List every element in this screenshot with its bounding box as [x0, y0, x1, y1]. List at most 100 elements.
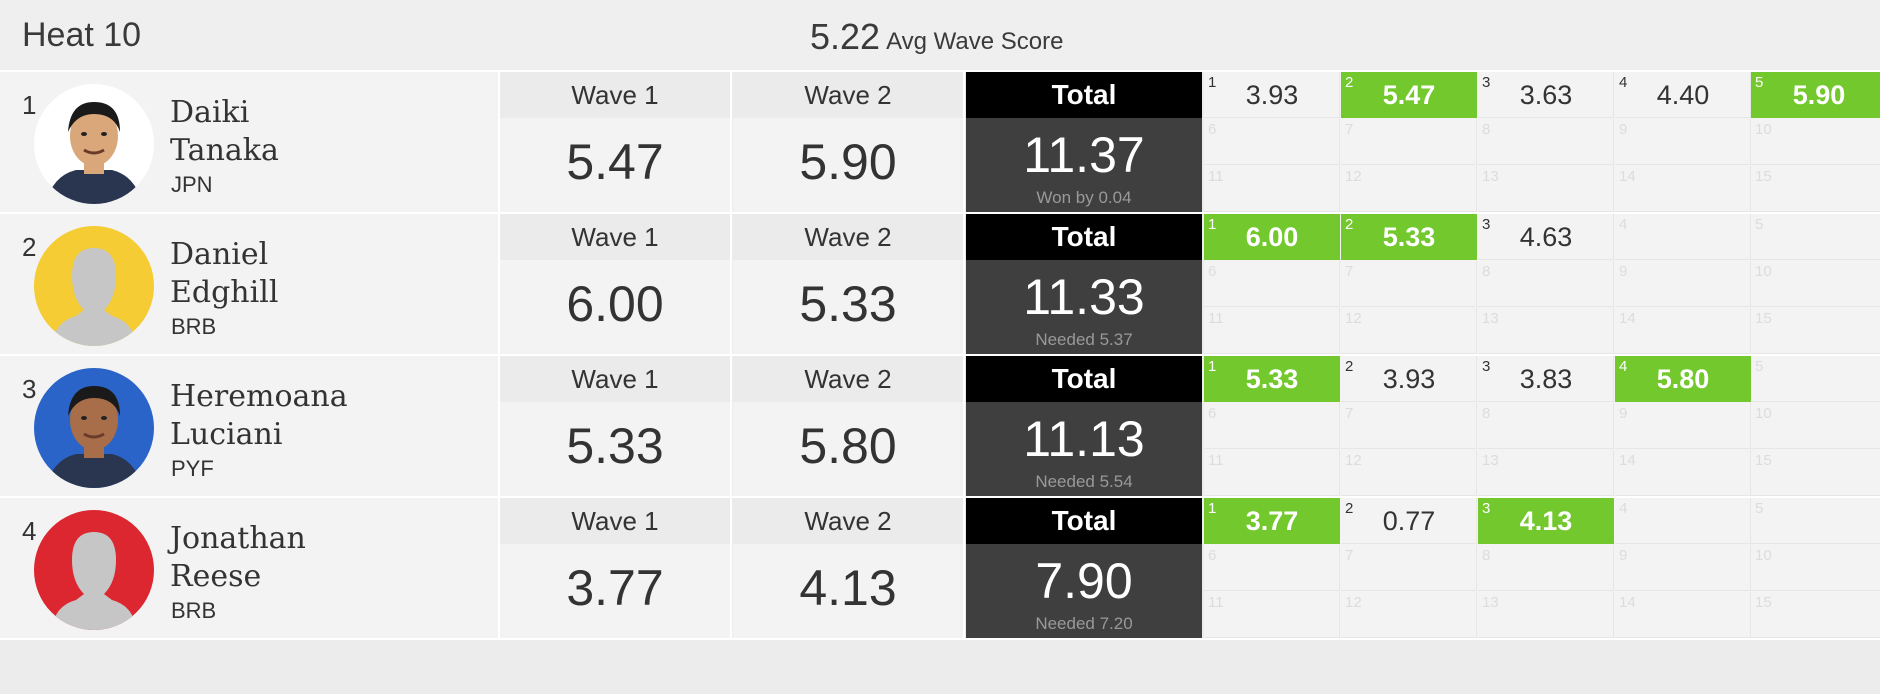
athlete-info: 3 Heremoana Luciani PYF	[0, 356, 500, 496]
wave-number: 14	[1619, 168, 1636, 185]
wave-cell: 9	[1615, 119, 1751, 165]
wave-2-header: Wave 2	[733, 498, 963, 544]
wave-number: 3	[1482, 500, 1491, 517]
wave-cell[interactable]: 2 0.77	[1341, 498, 1477, 544]
wave-cell[interactable]: 3 3.83	[1478, 356, 1614, 402]
wave-number: 3	[1482, 74, 1491, 91]
wave-cell[interactable]: 4 4.40	[1615, 72, 1751, 118]
wave-number: 2	[1345, 216, 1354, 233]
athlete-name[interactable]: Daniel Edghill	[170, 236, 278, 312]
wave-1-score: 5.47	[566, 134, 664, 190]
athlete-avatar	[34, 510, 154, 630]
wave-1-score: 3.77	[566, 560, 664, 616]
total-score: 7.90	[1035, 553, 1133, 609]
wave-1-header: Wave 1	[500, 214, 730, 260]
wave-cell[interactable]: 2 5.33	[1341, 214, 1477, 260]
wave-1-header: Wave 1	[500, 356, 730, 402]
wave-cell[interactable]: 1 3.93	[1204, 72, 1340, 118]
wave-cell[interactable]: 3 3.63	[1478, 72, 1614, 118]
athlete-name[interactable]: Heremoana Luciani	[170, 378, 348, 454]
athlete-first-name: Daiki	[170, 95, 250, 130]
heat-title: Heat 10	[22, 16, 142, 54]
wave-cell: 4	[1615, 498, 1751, 544]
wave-cell: 15	[1751, 450, 1880, 496]
athlete-country: JPN	[171, 172, 213, 197]
total-column: Total 11.37 Won by 0.04	[966, 72, 1202, 212]
athlete-country: BRB	[171, 314, 217, 339]
wave-2-score: 4.13	[799, 560, 897, 616]
wave-cell: 8	[1478, 545, 1614, 591]
total-header: Total	[966, 356, 1202, 402]
wave-cell[interactable]: 4 5.80	[1615, 356, 1751, 402]
athlete-name[interactable]: Daiki Tanaka	[170, 94, 279, 170]
wave-grid: 1 5.33 2 3.93 3 3.83 4 5.80 5 6 7 8 9 10 11 12 13 14 15	[1204, 356, 1880, 496]
total-column: Total 7.90 Needed 7.20	[966, 498, 1202, 638]
wave-1-score: 6.00	[566, 276, 664, 332]
wave-number: 1	[1208, 74, 1217, 91]
wave-number: 14	[1619, 594, 1636, 611]
wave-score: 4.13	[1519, 506, 1573, 536]
athlete-place: 4	[22, 516, 37, 546]
wave-cell[interactable]: 1 6.00	[1204, 214, 1340, 260]
wave-number: 10	[1755, 121, 1772, 138]
total-note: Won by 0.04	[1036, 188, 1132, 207]
wave-cell: 7	[1341, 545, 1477, 591]
wave-number: 11	[1208, 168, 1224, 185]
wave-number: 2	[1345, 358, 1354, 375]
wave-number: 2	[1345, 74, 1354, 91]
wave-cell: 5	[1751, 214, 1880, 260]
athlete-row-1[interactable]: 1 Daiki Tanaka JPN Wave 1 5.47 Wave 2 5.…	[0, 72, 1880, 214]
best-wave-2: Wave 2 4.13	[733, 498, 965, 638]
wave-cell[interactable]: 3 4.63	[1478, 214, 1614, 260]
best-wave-2: Wave 2 5.90	[733, 72, 965, 212]
wave-number: 14	[1619, 310, 1636, 327]
wave-number: 5	[1755, 74, 1764, 91]
total-header: Total	[966, 214, 1202, 260]
athlete-row-2[interactable]: 2 Daniel Edghill BRB Wave 1 6.00 Wave 2 …	[0, 214, 1880, 356]
wave-number: 13	[1482, 168, 1499, 185]
wave-score: 5.90	[1792, 80, 1846, 110]
athlete-info: 1 Daiki Tanaka JPN	[0, 72, 500, 212]
wave-cell: 10	[1751, 403, 1880, 449]
athlete-row-3[interactable]: 3 Heremoana Luciani PYF Wave 1 5.33 Wave…	[0, 356, 1880, 498]
wave-number: 1	[1208, 216, 1217, 233]
athlete-row-4[interactable]: 4 Jonathan Reese BRB Wave 1 3.77 Wave 2 …	[0, 498, 1880, 640]
wave-number: 6	[1208, 121, 1217, 138]
wave-cell[interactable]: 2 5.47	[1341, 72, 1477, 118]
athlete-photo-icon	[34, 368, 154, 488]
wave-cell: 15	[1751, 592, 1880, 638]
athlete-name[interactable]: Jonathan Reese	[170, 520, 306, 596]
wave-cell[interactable]: 5 5.90	[1751, 72, 1880, 118]
total-score: 11.37	[1023, 127, 1145, 183]
wave-number: 10	[1755, 547, 1772, 564]
wave-number: 8	[1482, 121, 1491, 138]
wave-cell: 9	[1615, 261, 1751, 307]
wave-number: 11	[1208, 310, 1224, 327]
wave-number: 6	[1208, 263, 1217, 280]
wave-cell: 6	[1204, 403, 1340, 449]
wave-cell: 11	[1204, 166, 1340, 212]
wave-number: 2	[1345, 500, 1354, 517]
wave-cell: 14	[1615, 450, 1751, 496]
wave-cell[interactable]: 1 3.77	[1204, 498, 1340, 544]
total-header: Total	[966, 72, 1202, 118]
wave-number: 9	[1619, 121, 1628, 138]
avatar-placeholder-icon	[34, 226, 154, 346]
wave-cell[interactable]: 3 4.13	[1478, 498, 1614, 544]
best-wave-1: Wave 1 3.77	[500, 498, 732, 638]
total-header: Total	[966, 498, 1202, 544]
wave-number: 15	[1755, 452, 1772, 469]
wave-cell: 6	[1204, 261, 1340, 307]
wave-number: 12	[1345, 452, 1362, 469]
avg-wave-score-value: 5.22	[810, 16, 881, 57]
wave-number: 5	[1755, 500, 1764, 517]
wave-score: 5.33	[1245, 364, 1299, 394]
avatar-placeholder-icon	[34, 510, 154, 630]
wave-cell[interactable]: 2 3.93	[1341, 356, 1477, 402]
wave-cell: 4	[1615, 214, 1751, 260]
wave-number: 1	[1208, 500, 1217, 517]
wave-number: 8	[1482, 405, 1491, 422]
wave-grid: 1 3.93 2 5.47 3 3.63 4 4.40 5 5.90 6 7 8 9 10 11 12 13 14 1…	[1204, 72, 1880, 212]
wave-cell[interactable]: 1 5.33	[1204, 356, 1340, 402]
total-score: 11.33	[1023, 269, 1145, 325]
